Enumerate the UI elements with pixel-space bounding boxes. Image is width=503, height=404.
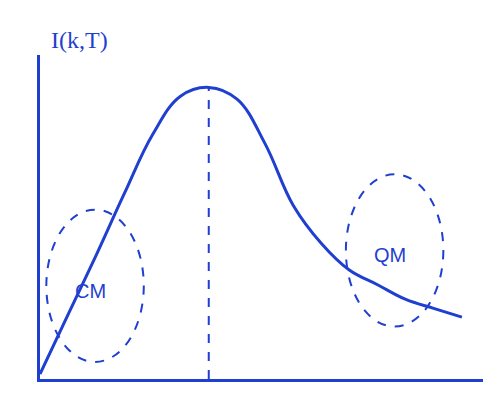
svg-text:I(k,T): I(k,T) — [51, 27, 108, 53]
svg-text:QM: QM — [374, 244, 406, 266]
svg-text:CM: CM — [75, 280, 106, 302]
